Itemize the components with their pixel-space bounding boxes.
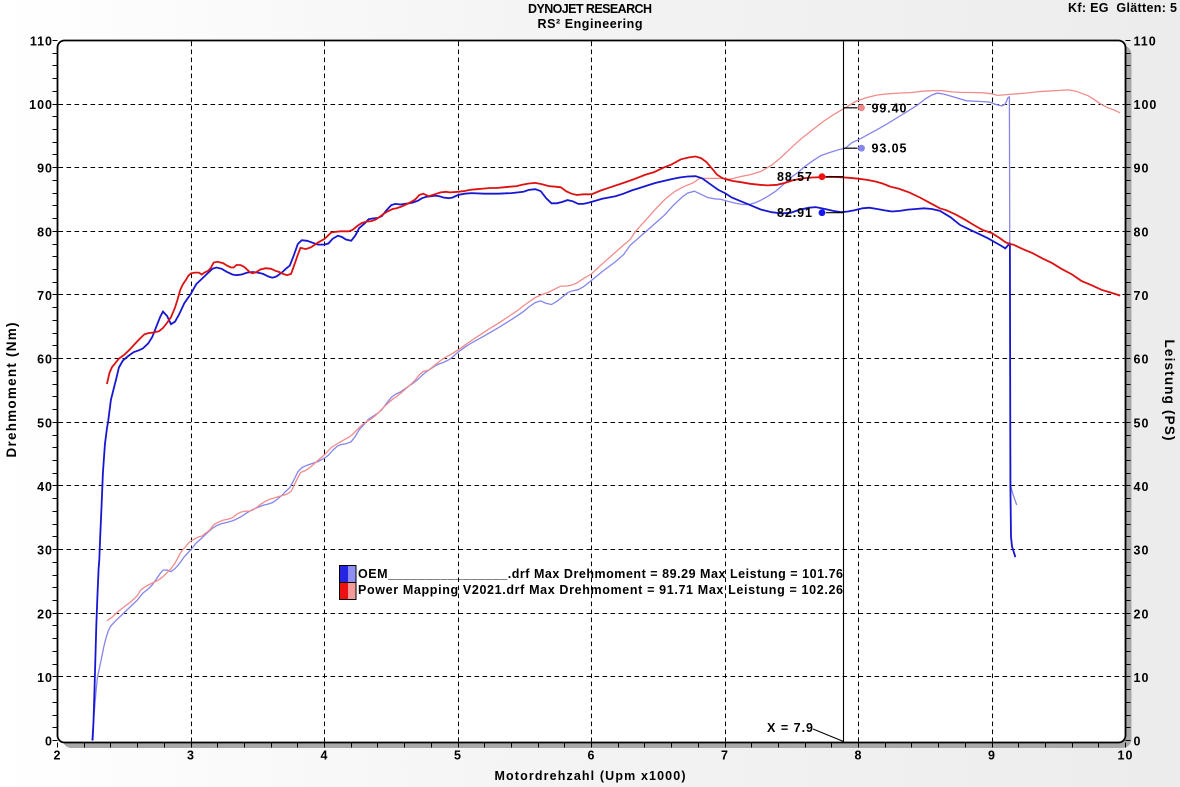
svg-text:70: 70 [37, 289, 53, 303]
svg-text:2: 2 [54, 749, 62, 763]
svg-text:10: 10 [1118, 749, 1134, 763]
svg-text:Power Mapping V2021.drf Max Dr: Power Mapping V2021.drf Max Drehmoment =… [358, 583, 843, 597]
svg-text:9: 9 [988, 749, 996, 763]
svg-text:3: 3 [187, 749, 195, 763]
svg-text:DYNOJET RESEARCH: DYNOJET RESEARCH [528, 2, 652, 16]
svg-text:110: 110 [1134, 34, 1157, 48]
svg-text:Motordrehzahl (Upm x1000): Motordrehzahl (Upm x1000) [495, 769, 686, 783]
svg-text:0: 0 [1134, 735, 1142, 749]
svg-text:93.05: 93.05 [872, 142, 907, 156]
svg-text:Leistung (PS): Leistung (PS) [1162, 340, 1177, 441]
svg-text:40: 40 [37, 480, 53, 494]
svg-text:5: 5 [454, 749, 462, 763]
svg-text:80: 80 [1134, 225, 1150, 239]
svg-text:100: 100 [1134, 98, 1158, 112]
svg-text:4: 4 [321, 749, 329, 763]
svg-text:30: 30 [1134, 544, 1150, 558]
svg-text:Drehmoment (Nm): Drehmoment (Nm) [4, 323, 19, 458]
svg-text:110: 110 [30, 34, 53, 48]
svg-text:60: 60 [1134, 353, 1150, 367]
svg-text:20: 20 [37, 607, 53, 621]
svg-text:20: 20 [1134, 607, 1150, 621]
svg-text:10: 10 [1134, 671, 1150, 685]
svg-text:70: 70 [1134, 289, 1150, 303]
svg-text:88.57: 88.57 [777, 170, 812, 184]
svg-text:6: 6 [588, 749, 596, 763]
svg-text:99.40: 99.40 [872, 101, 907, 115]
svg-text:10: 10 [37, 671, 53, 685]
svg-text:8: 8 [855, 749, 863, 763]
svg-text:90: 90 [37, 162, 53, 176]
svg-text:50: 50 [37, 416, 53, 430]
svg-text:7: 7 [721, 749, 729, 763]
svg-text:X = 7.9: X = 7.9 [767, 721, 813, 735]
svg-text:90: 90 [1134, 162, 1150, 176]
svg-text:RS² Engineering: RS² Engineering [538, 17, 643, 31]
svg-text:80: 80 [37, 225, 53, 239]
svg-text:40: 40 [1134, 480, 1150, 494]
svg-text:OEM________________.drf Max Dr: OEM________________.drf Max Drehmoment =… [358, 567, 843, 581]
svg-text:50: 50 [1134, 416, 1150, 430]
svg-text:Kf: EG Glätten: 5: Kf: EG Glätten: 5 [1068, 1, 1177, 15]
svg-text:100: 100 [29, 98, 53, 112]
svg-text:60: 60 [37, 353, 53, 367]
svg-text:30: 30 [37, 544, 53, 558]
svg-text:0: 0 [45, 735, 53, 749]
svg-text:82.91: 82.91 [777, 206, 812, 220]
